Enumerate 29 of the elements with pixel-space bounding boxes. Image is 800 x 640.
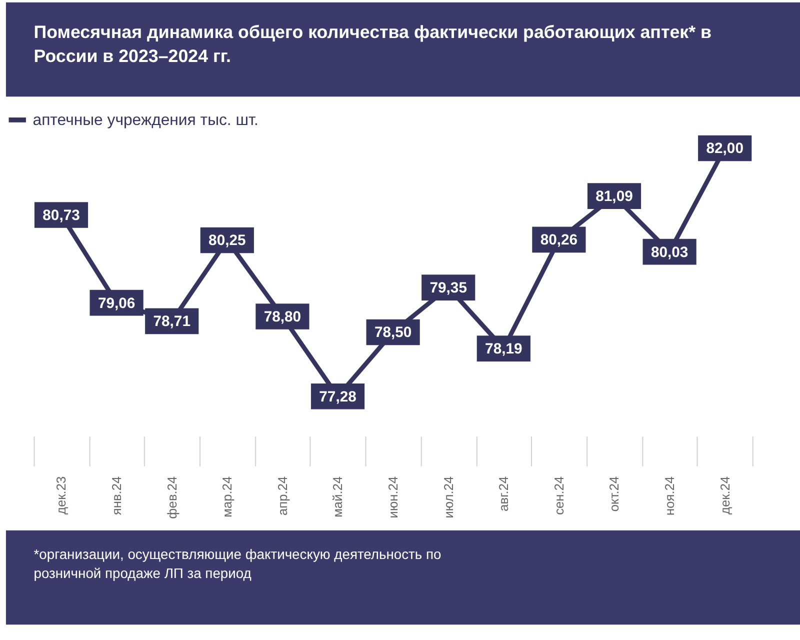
text: *организации, осуществляющие фактическую деятельность по розничной продаже ЛП за период [34,546,442,581]
x-tick-label: апр.24 [274,476,290,516]
data-label: 80,26 [540,232,578,249]
x-tick-label: дек.23 [54,476,69,515]
data-label: 78,80 [264,309,302,326]
x-tick-label: янв.24 [109,476,124,516]
data-label: 78,50 [374,325,412,342]
chart-title: Помесячная динамика общего количества фактически работающих аптек* в России в 2023–2024 гг. [34,22,712,66]
data-label: 79,06 [98,296,136,312]
x-tick-label: сен.24 [551,476,566,515]
x-tick-label: ноя.24 [662,476,678,516]
x-tick-label: фев.24 [164,476,180,519]
x-tick-label: окт.24 [606,476,622,512]
data-label: 78,71 [153,314,190,330]
data-label: 80,25 [208,233,246,250]
data-label: 82,00 [706,141,744,158]
x-tick-label: июн.24 [386,476,401,518]
legend-label: аптечные учреждения тыс. шт. [32,112,258,129]
data-label: 79,35 [430,280,467,297]
x-tick-label: дек.24 [717,476,732,515]
data-label: 80,03 [650,244,688,261]
data-label: 80,73 [42,208,80,224]
x-tick-label: авг.24 [496,476,512,512]
data-label: 78,19 [485,342,522,358]
x-tick-label: май.24 [330,476,346,518]
x-tick-label: июл.24 [440,476,456,518]
x-tick-label: мар.24 [220,476,235,518]
data-label: 77,28 [319,389,356,406]
data-label: 81,09 [596,189,633,206]
